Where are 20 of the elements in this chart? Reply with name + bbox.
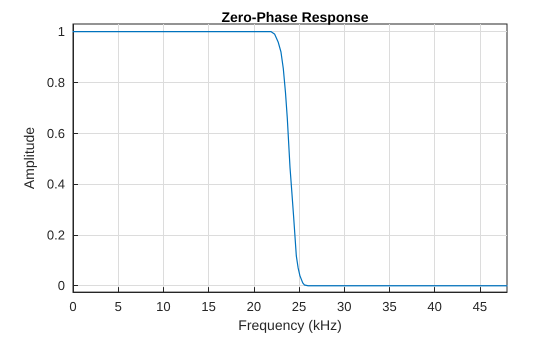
x-tick-label: 25 [292, 299, 306, 314]
x-tick-label: 10 [156, 299, 171, 314]
y-tick-label: 1 [58, 24, 65, 40]
x-tick-label: 20 [246, 299, 262, 314]
y-tick-label: 0.6 [46, 126, 65, 141]
line-series [72, 31, 508, 286]
x-tick-label: 15 [201, 299, 216, 314]
chart-title: Zero-Phase Response [221, 9, 369, 25]
x-axis-title: Frequency (kHz) [238, 317, 342, 333]
x-tick-label: 40 [427, 299, 442, 314]
x-tick-label: 5 [114, 299, 122, 314]
x-tick-label: 35 [382, 299, 397, 314]
x-tick-label: 45 [472, 299, 488, 314]
y-tick-label: 0.4 [46, 176, 65, 192]
y-tick-label: 0.8 [46, 74, 65, 90]
x-tick-label: 30 [337, 299, 352, 314]
y-tick-label: 0.2 [46, 227, 65, 242]
y-axis-title: Amplitude [21, 126, 38, 190]
x-tick-label: 0 [69, 299, 77, 314]
y-tick-label: 0 [58, 278, 65, 294]
